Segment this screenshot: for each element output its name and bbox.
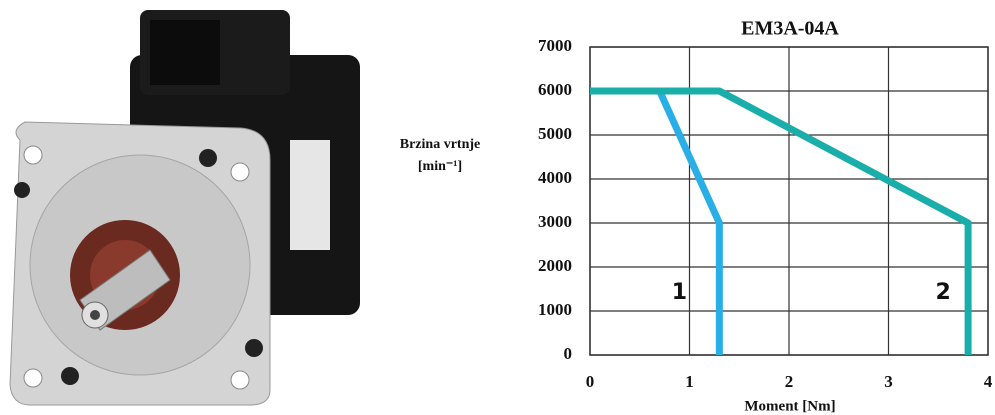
x-tick-label: 0 [586, 372, 595, 391]
x-tick-label: 4 [984, 372, 993, 391]
y-tick-label: 3000 [538, 212, 572, 231]
y-tick-label: 1000 [538, 300, 572, 319]
x-tick-label: 1 [685, 372, 694, 391]
chart-title: EM3A-04A [741, 18, 839, 40]
y-tick-label: 6000 [538, 80, 572, 99]
series-line [590, 87, 972, 355]
y-axis-label: Brzina vrtnje [400, 137, 480, 152]
motor-illustration [9, 10, 360, 406]
y-tick-label: 7000 [538, 36, 572, 55]
y-axis-label: [min⁻¹] [418, 159, 462, 174]
y-tick-label: 0 [564, 344, 573, 363]
series-label: 2 [935, 280, 950, 305]
x-axis-label: Moment [Nm] [744, 398, 835, 414]
x-tick-label: 2 [785, 372, 794, 391]
y-tick-label: 2000 [538, 256, 572, 275]
y-tick-label: 5000 [538, 124, 572, 143]
series-label: 1 [672, 280, 687, 305]
x-tick-label: 3 [884, 372, 893, 391]
y-tick-label: 4000 [538, 168, 572, 187]
